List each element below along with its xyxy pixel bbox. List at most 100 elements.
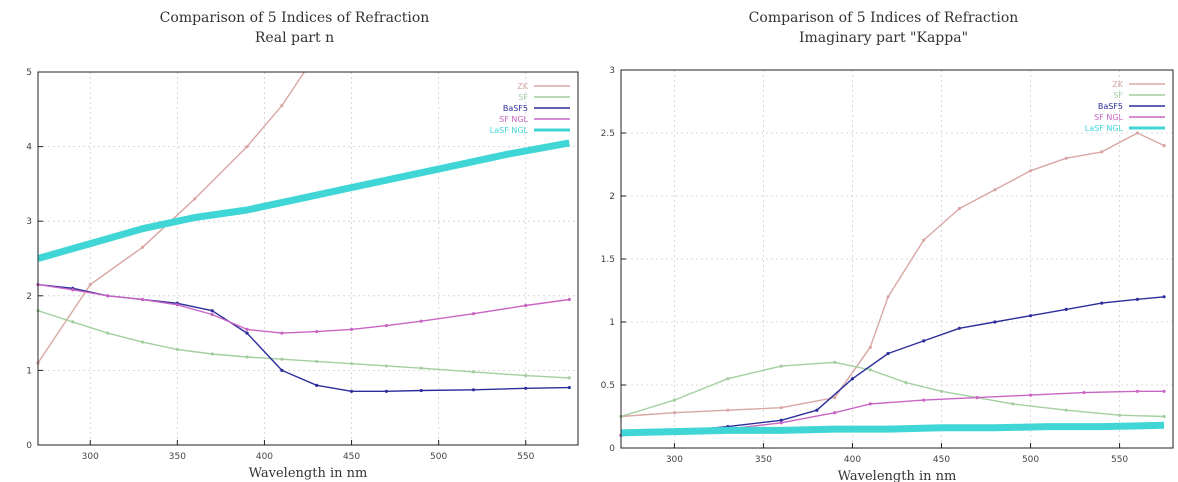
data-point-sf-ngl: [833, 411, 837, 415]
data-point-basf5: [850, 377, 855, 381]
data-point-basf5: [384, 389, 388, 393]
legend-label-lasf-ngl: LaSF NGL: [490, 126, 529, 135]
data-point-basf5: [1028, 314, 1033, 318]
data-point-zk: [1100, 150, 1104, 154]
chart-panel-real: Comparison of 5 Indices of Refraction Rea…: [26, 10, 579, 481]
data-point-sf: [71, 320, 75, 324]
data-point-zk: [140, 245, 145, 249]
data-point-sf: [315, 359, 319, 364]
data-point-basf5: [315, 383, 319, 387]
legend: ZK SF BaSF5 SF NGL LaSF NGL: [1085, 80, 1165, 133]
legend: ZK SF BaSF5 SF NGL LaSF NGL: [490, 82, 570, 135]
legend-label-zk: ZK: [517, 82, 528, 91]
x-tick-label: 300: [666, 455, 683, 465]
y-tick-label: 4: [26, 143, 32, 153]
y-tick-label: 3: [26, 217, 32, 227]
data-point-basf5: [1135, 297, 1139, 301]
data-point-zk: [922, 238, 926, 242]
data-point-basf5: [993, 320, 997, 324]
data-point-basf5: [1100, 301, 1104, 305]
data-point-basf5: [815, 408, 819, 412]
series-line-lasf-ngl: [38, 139, 570, 262]
series-line-sf: [621, 361, 1165, 418]
data-point-basf5: [280, 368, 284, 372]
y-tick-label: 5: [26, 68, 32, 78]
data-point-zk: [779, 406, 783, 410]
data-point-sf: [175, 347, 179, 352]
data-point-sf-ngl: [1162, 389, 1166, 393]
data-point-sf-ngl: [384, 324, 388, 328]
x-tick-label: 500: [430, 452, 447, 462]
data-point-sf-ngl: [1082, 390, 1086, 395]
plot-frame: [37, 71, 579, 446]
data-point-sf-ngl: [106, 294, 110, 298]
legend-label-zk: ZK: [1112, 80, 1123, 89]
x-tick-label: 550: [517, 452, 534, 462]
y-tick-label: 1: [26, 366, 32, 376]
legend-label-basf5: BaSF5: [1098, 102, 1123, 111]
chart-panel-imaginary: Comparison of 5 Indices of Refraction Ima…: [589, 0, 1178, 482]
data-point-sf: [106, 331, 110, 335]
data-point-zk: [833, 396, 837, 400]
data-point-sf-ngl: [175, 303, 179, 307]
data-point-sf-ngl: [419, 319, 423, 323]
data-point-sf: [779, 364, 783, 368]
data-point-zk: [280, 103, 284, 108]
series-line-sf: [38, 310, 570, 379]
data-point-sf-ngl: [315, 330, 319, 334]
data-point-sf: [567, 376, 571, 380]
data-point-zk: [1135, 131, 1139, 135]
chart-subtitle: Real part n: [255, 30, 334, 46]
data-point-sf: [672, 398, 677, 402]
legend-label-sf-ngl: SF NGL: [499, 115, 528, 124]
series-line-zk: [38, 72, 306, 364]
x-tick-label: 300: [82, 452, 99, 462]
data-point-sf: [245, 355, 249, 359]
data-point-zk: [726, 408, 730, 412]
data-point-basf5: [471, 388, 476, 392]
data-point-sf: [280, 357, 284, 361]
chart-imaginary-svg: Comparison of 5 Indices of Refraction Ima…: [601, 10, 1174, 482]
data-point-sf: [419, 366, 423, 370]
data-point-sf-ngl: [868, 402, 872, 406]
data-point-sf-ngl: [567, 297, 571, 302]
x-tick-label: 400: [844, 455, 861, 465]
data-point-sf: [1064, 408, 1068, 412]
data-point-zk: [957, 207, 961, 211]
data-point-zk: [672, 411, 677, 415]
data-point-basf5: [886, 351, 890, 356]
data-point-zk: [993, 188, 997, 192]
chart-subtitle: Imaginary part "Kappa": [799, 30, 968, 46]
data-point-basf5: [567, 385, 571, 390]
data-point-sf-ngl: [210, 312, 214, 317]
legend-label-basf5: BaSF5: [503, 104, 528, 113]
data-point-zk: [193, 197, 197, 201]
data-point-sf-ngl: [1028, 393, 1033, 397]
x-axis-label: Wavelength in nm: [249, 466, 368, 481]
y-tick-label: 2: [26, 292, 32, 302]
data-point-basf5: [419, 388, 423, 393]
data-point-basf5: [1064, 307, 1068, 311]
x-tick-label: 500: [1022, 455, 1039, 465]
data-point-sf-ngl: [349, 327, 354, 331]
data-point-basf5: [210, 309, 214, 313]
series-line-zk: [621, 132, 1165, 418]
legend-label-sf-ngl: SF NGL: [1094, 113, 1123, 122]
x-axis-label: Wavelength in nm: [838, 469, 957, 482]
legend-label-sf: SF: [1113, 91, 1123, 100]
data-point-sf: [524, 374, 528, 378]
data-point-sf-ngl: [779, 421, 783, 425]
chart-title: Comparison of 5 Indices of Refraction: [749, 10, 1019, 26]
x-tick-label: 450: [933, 455, 950, 465]
data-point-zk: [1162, 144, 1166, 148]
chart-real-svg: Comparison of 5 Indices of Refraction Rea…: [26, 10, 579, 481]
x-tick-label: 350: [755, 455, 772, 465]
data-point-sf: [1162, 414, 1166, 419]
y-tick-label: 1.5: [601, 255, 615, 265]
data-point-sf-ngl: [245, 327, 249, 331]
data-point-zk: [886, 295, 890, 299]
y-tick-label: 0.5: [601, 381, 615, 391]
series-group: [36, 72, 571, 393]
data-point-sf: [1011, 402, 1015, 406]
data-point-sf: [140, 340, 145, 344]
